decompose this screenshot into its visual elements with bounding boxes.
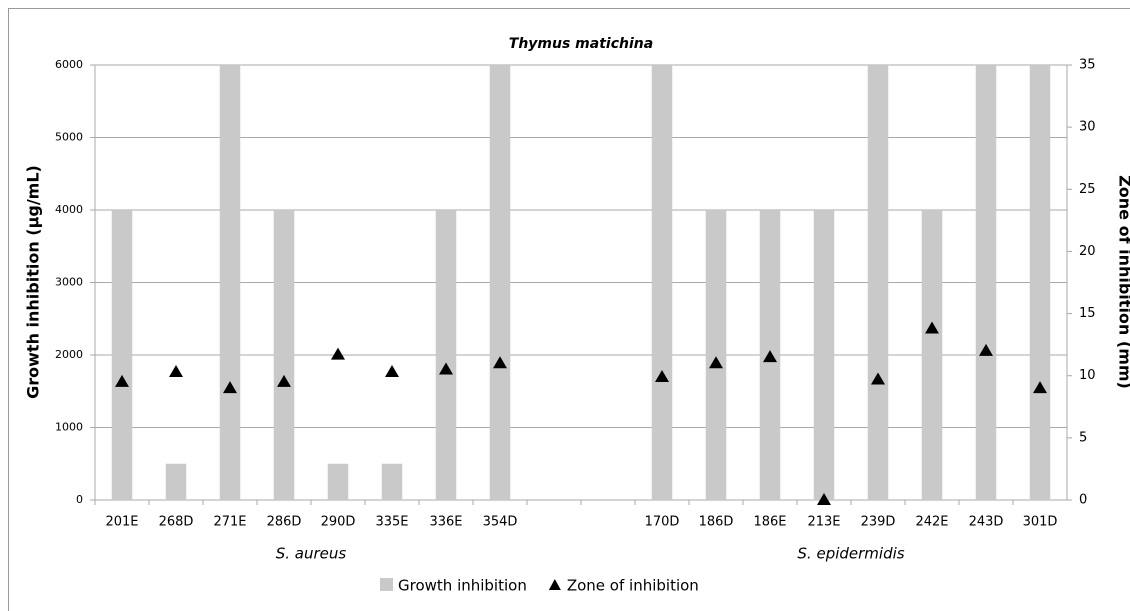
- triangle-marker: [385, 364, 399, 377]
- x-tick-label: 286D: [267, 515, 302, 530]
- bar: [489, 65, 511, 500]
- y2-tick-label: 20: [1079, 244, 1096, 259]
- y2-tick-label: 0: [1079, 493, 1087, 508]
- x-tick-label: 335E: [375, 515, 408, 530]
- x-tick-label: 271E: [213, 515, 246, 530]
- legend-swatch: [380, 578, 393, 591]
- x-tick-label: 213E: [807, 515, 840, 530]
- y2-tick-label: 30: [1079, 120, 1096, 135]
- x-tick-label: 242E: [915, 515, 948, 530]
- y2-axis-title: Zone of inhibition (mm): [1116, 175, 1130, 389]
- triangle-marker: [115, 374, 129, 387]
- triangle-marker: [925, 321, 939, 334]
- y2-tick-label: 15: [1079, 306, 1096, 321]
- bar: [219, 65, 241, 500]
- triangle-marker: [277, 374, 291, 387]
- x-tick-label: 268D: [159, 515, 194, 530]
- triangle-marker: [223, 381, 237, 394]
- bar: [111, 210, 133, 500]
- bar: [975, 65, 997, 500]
- chart-frame: [8, 8, 1130, 611]
- bar: [273, 210, 295, 500]
- y-tick-label: 4000: [55, 203, 83, 216]
- y-tick-label: 3000: [55, 276, 83, 289]
- bar: [921, 210, 943, 500]
- y2-tick-label: 5: [1079, 430, 1087, 445]
- x-tick-label: 186D: [699, 515, 734, 530]
- chart-title: Thymus matichina: [509, 36, 653, 52]
- triangle-marker: [493, 356, 507, 369]
- y-tick-label: 6000: [55, 58, 83, 71]
- legend-label: Growth inhibition: [398, 577, 527, 595]
- triangle-marker: [331, 347, 345, 360]
- bar: [867, 65, 889, 500]
- x-tick-label: 243D: [969, 515, 1004, 530]
- bar: [435, 210, 457, 500]
- group-label: S. epidermidis: [797, 545, 904, 563]
- triangle-marker: [439, 362, 453, 375]
- triangle-marker: [817, 493, 831, 505]
- bar: [381, 463, 403, 500]
- bar: [813, 210, 835, 500]
- y-axis-title: Growth inhibition (μg/mL): [24, 165, 43, 399]
- x-tick-label: 336E: [429, 515, 462, 530]
- triangle-marker: [655, 369, 669, 382]
- y-tick-label: 0: [76, 493, 83, 506]
- x-tick-label: 354D: [483, 515, 518, 530]
- y-tick-label: 1000: [55, 421, 83, 434]
- triangle-marker: [871, 372, 885, 385]
- bar: [1029, 65, 1051, 500]
- y2-tick-label: 35: [1079, 58, 1096, 73]
- triangle-marker: [169, 364, 183, 377]
- bar: [327, 463, 349, 500]
- bar: [651, 65, 673, 500]
- bar: [705, 210, 727, 500]
- bar: [165, 463, 187, 500]
- y2-tick-label: 10: [1079, 368, 1096, 383]
- y-tick-label: 2000: [55, 348, 83, 361]
- legend-label: Zone of inhibition: [567, 577, 699, 595]
- x-tick-label: 301D: [1023, 515, 1058, 530]
- x-tick-label: 290D: [321, 515, 356, 530]
- triangle-marker: [1033, 381, 1047, 394]
- y-tick-label: 5000: [55, 131, 83, 144]
- triangle-marker: [709, 356, 723, 369]
- x-tick-label: 239D: [861, 515, 896, 530]
- triangle-marker: [763, 350, 777, 363]
- y2-tick-label: 25: [1079, 182, 1096, 197]
- legend-marker: [548, 579, 561, 590]
- x-tick-label: 201E: [105, 515, 138, 530]
- x-tick-label: 186E: [753, 515, 786, 530]
- triangle-marker: [979, 343, 993, 356]
- group-label: S. aureus: [276, 545, 347, 563]
- x-tick-label: 170D: [645, 515, 680, 530]
